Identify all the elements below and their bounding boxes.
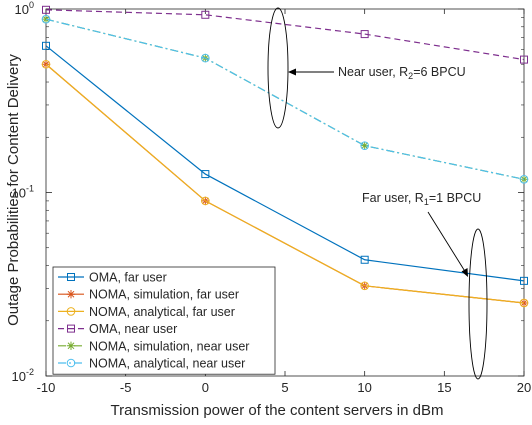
y-tick-label: 10-1 xyxy=(12,184,34,201)
series-5 xyxy=(41,14,529,184)
x-tick-label: -5 xyxy=(120,380,132,395)
axis-ticks: -10 -5 0 5 10 15 20 100 10-1 10-2 xyxy=(12,0,532,395)
data-point xyxy=(360,281,369,291)
legend-item: NOMA, analytical, near user xyxy=(58,357,245,371)
data-point xyxy=(41,14,51,24)
series-2 xyxy=(41,59,529,308)
legend-label: NOMA, analytical, near user xyxy=(89,357,245,371)
y-tick-label: 100 xyxy=(15,0,34,17)
data-point xyxy=(201,53,210,63)
series-3 xyxy=(42,5,528,64)
legend-marker xyxy=(66,307,76,316)
data-point xyxy=(42,41,50,50)
legend-label: OMA, near user xyxy=(89,322,177,336)
data-point xyxy=(519,175,529,184)
far-user-label: Far user, R1=1 BPCU xyxy=(362,191,481,207)
legend-label: NOMA, simulation, far user xyxy=(89,288,239,302)
series-line xyxy=(45,45,525,282)
y-tick-label: 10-2 xyxy=(12,367,34,384)
data-point xyxy=(41,59,51,69)
legend: OMA, far user NOMA, simulation, far user N… xyxy=(52,266,276,375)
legend-marker xyxy=(66,341,76,350)
x-tick-label: -10 xyxy=(37,380,56,395)
data-point xyxy=(360,255,369,264)
series-layer xyxy=(41,5,529,308)
legend-marker xyxy=(66,358,76,368)
data-point xyxy=(201,170,210,179)
far-user-arrow xyxy=(427,211,467,274)
legend-item: NOMA, analytical, far user xyxy=(58,305,235,319)
legend-item: OMA, far user xyxy=(58,271,167,285)
x-tick-label: 20 xyxy=(517,380,531,395)
legend-marker xyxy=(66,290,76,299)
series-0 xyxy=(42,41,528,285)
legend-label: NOMA, analytical, far user xyxy=(89,305,235,319)
data-point xyxy=(201,196,210,206)
x-tick-label: 5 xyxy=(281,380,288,395)
x-tick-label: 0 xyxy=(202,380,209,395)
near-user-arrowhead xyxy=(288,68,296,76)
data-point xyxy=(201,10,210,19)
data-point xyxy=(41,14,51,24)
legend-box xyxy=(52,266,276,375)
legend-item: NOMA, simulation, far user xyxy=(58,288,239,302)
x-axis-label: Transmission power of the content server… xyxy=(111,402,444,419)
series-line xyxy=(45,9,525,61)
far-user-arrowhead xyxy=(461,268,468,277)
data-point xyxy=(520,276,528,285)
data-point xyxy=(360,30,369,39)
near-user-ellipse xyxy=(267,7,289,129)
data-point xyxy=(519,298,529,308)
legend-label: OMA, far user xyxy=(89,271,167,285)
data-point xyxy=(41,60,51,69)
data-point xyxy=(42,5,50,14)
data-point xyxy=(520,55,528,64)
data-point xyxy=(360,141,369,150)
series-line xyxy=(45,63,525,304)
legend-item: OMA, near user xyxy=(58,322,177,336)
near-user-label: Near user, R2=6 BPCU xyxy=(338,65,466,81)
x-tick-label: 10 xyxy=(357,380,371,395)
legend-marker xyxy=(67,273,75,281)
annotations: Near user, R2=6 BPCU Far user, R1=1 BPCU xyxy=(267,7,488,380)
legend-item: NOMA, simulation, near user xyxy=(58,339,249,353)
y-axis-label: Outage Probabilities for Content Deliver… xyxy=(5,54,22,326)
legend-label: NOMA, simulation, near user xyxy=(89,339,249,353)
data-point xyxy=(360,141,369,150)
series-line xyxy=(45,18,525,180)
legend-marker xyxy=(67,324,75,333)
x-tick-label: 15 xyxy=(437,380,451,395)
far-user-ellipse xyxy=(468,228,488,380)
data-point xyxy=(519,175,529,184)
